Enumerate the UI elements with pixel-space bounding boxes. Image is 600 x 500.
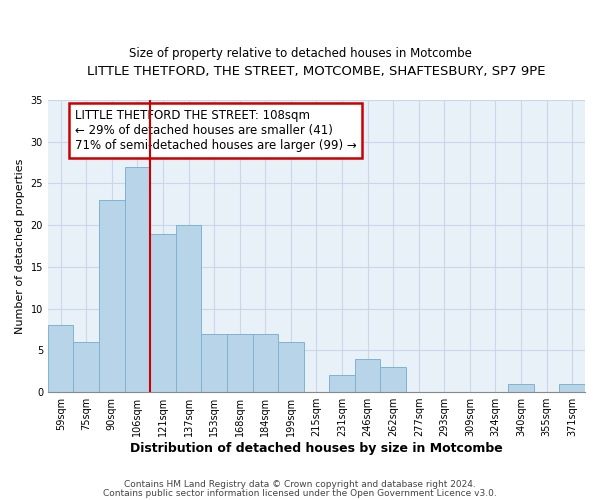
Text: Size of property relative to detached houses in Motcombe: Size of property relative to detached ho… xyxy=(128,48,472,60)
Title: LITTLE THETFORD, THE STREET, MOTCOMBE, SHAFTESBURY, SP7 9PE: LITTLE THETFORD, THE STREET, MOTCOMBE, S… xyxy=(87,65,546,78)
Bar xyxy=(380,367,406,392)
X-axis label: Distribution of detached houses by size in Motcombe: Distribution of detached houses by size … xyxy=(130,442,503,455)
Text: LITTLE THETFORD THE STREET: 108sqm
← 29% of detached houses are smaller (41)
71%: LITTLE THETFORD THE STREET: 108sqm ← 29%… xyxy=(75,109,356,152)
Bar xyxy=(73,342,99,392)
Bar xyxy=(508,384,534,392)
Bar xyxy=(329,376,355,392)
Y-axis label: Number of detached properties: Number of detached properties xyxy=(15,158,25,334)
Text: Contains public sector information licensed under the Open Government Licence v3: Contains public sector information licen… xyxy=(103,488,497,498)
Bar xyxy=(253,334,278,392)
Bar xyxy=(278,342,304,392)
Bar xyxy=(176,225,202,392)
Bar xyxy=(150,234,176,392)
Bar xyxy=(125,167,150,392)
Bar xyxy=(227,334,253,392)
Bar xyxy=(559,384,585,392)
Text: Contains HM Land Registry data © Crown copyright and database right 2024.: Contains HM Land Registry data © Crown c… xyxy=(124,480,476,489)
Bar xyxy=(202,334,227,392)
Bar xyxy=(99,200,125,392)
Bar xyxy=(48,326,73,392)
Bar xyxy=(355,358,380,392)
